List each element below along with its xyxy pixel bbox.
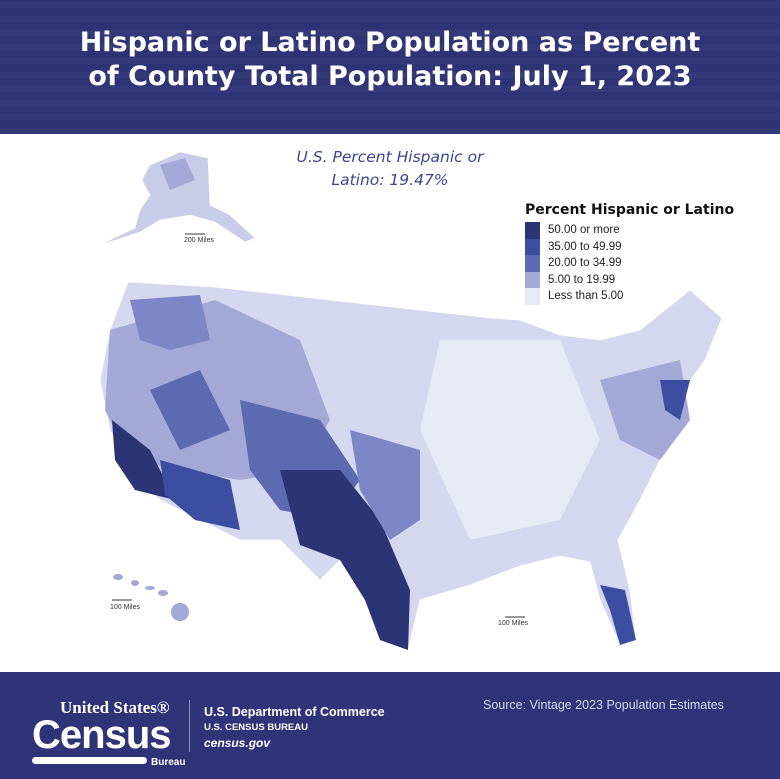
legend-item: Less than 5.00 — [525, 288, 734, 305]
washington-oregon-region — [130, 295, 210, 350]
map-panel: 200 Miles 100 Miles 100 Miles U.S. Perce… — [0, 134, 780, 672]
department-name: U.S. Department of Commerce — [204, 705, 385, 719]
page-title: Hispanic or Latino Population as Percent… — [0, 26, 780, 94]
logo-census: Census — [32, 713, 172, 757]
legend-swatch — [525, 222, 540, 239]
legend-label: 50.00 or more — [548, 224, 620, 237]
subtitle-line-1: U.S. Percent Hispanic or — [296, 148, 484, 166]
legend-label: 5.00 to 19.99 — [548, 273, 616, 286]
legend-title: Percent Hispanic or Latino — [525, 202, 735, 218]
midwest-south-region — [420, 340, 600, 540]
alaska-region — [160, 158, 195, 190]
oklahoma-kansas-region — [350, 430, 420, 540]
scale-label-conus: 100 Miles — [498, 620, 528, 627]
national-percent-subtitle: U.S. Percent Hispanic or Latino: 19.47% — [270, 146, 510, 192]
legend-label: Less than 5.00 — [548, 290, 624, 303]
california-region — [112, 420, 175, 500]
legend-item: 35.00 to 49.99 — [525, 238, 734, 255]
alaska-shape — [99, 151, 256, 246]
legend-label: 35.00 to 49.99 — [548, 240, 622, 253]
website-link[interactable]: census.gov — [204, 736, 271, 750]
census-logo: United States® Census Bureau — [32, 698, 185, 770]
title-line-2: of County Total Population: July 1, 2023 — [88, 61, 692, 92]
legend-item: 20.00 to 34.99 — [525, 255, 734, 272]
footer-divider — [189, 700, 190, 752]
florida-region — [600, 585, 636, 645]
legend-swatch — [525, 288, 540, 305]
nyc-region — [660, 380, 690, 420]
nevada-utah-region — [150, 370, 230, 450]
subtitle-line-2: Latino: 19.47% — [331, 171, 449, 189]
scale-label-hawaii: 100 Miles — [110, 604, 140, 611]
arizona-region — [160, 460, 240, 530]
texas-region — [280, 470, 410, 650]
legend-swatch — [525, 238, 540, 255]
scale-label-alaska: 200 Miles — [184, 237, 214, 244]
legend-item: 5.00 to 19.99 — [525, 271, 734, 288]
title-line-1: Hispanic or Latino Population as Percent — [79, 27, 701, 58]
header-banner: Hispanic or Latino Population as Percent… — [0, 0, 780, 134]
legend-swatch — [525, 255, 540, 272]
bureau-name: U.S. CENSUS BUREAU — [204, 722, 308, 733]
footer-banner: United States® Census Bureau U.S. Depart… — [0, 672, 780, 779]
logo-united-states: United States® — [60, 698, 170, 717]
logo-bureau: Bureau — [151, 757, 186, 768]
legend-label: 20.00 to 34.99 — [548, 257, 622, 270]
legend-swatch — [525, 271, 540, 288]
source-note: Source: Vintage 2023 Population Estimate… — [483, 698, 724, 712]
choropleth-map: 200 Miles 100 Miles 100 Miles — [99, 151, 723, 651]
department-info: U.S. Department of Commerce U.S. CENSUS … — [204, 705, 385, 750]
legend-item: 50.00 or more — [525, 222, 734, 239]
hawaii-shape — [113, 574, 189, 621]
logo-bar — [32, 757, 147, 765]
legend: Percent Hispanic or Latino 50.00 or more… — [525, 202, 734, 305]
